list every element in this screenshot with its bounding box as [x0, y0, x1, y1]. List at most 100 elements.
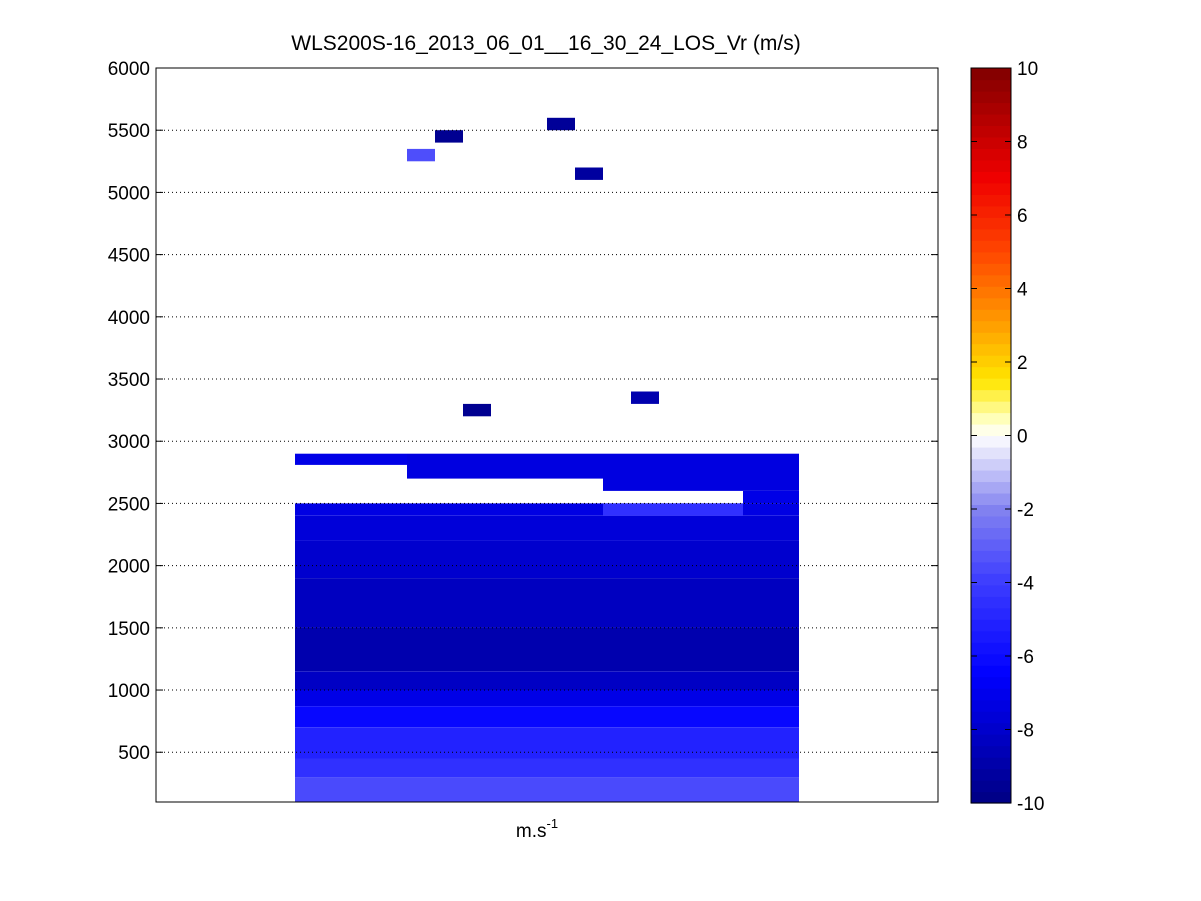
colorbar-swatch	[971, 722, 1011, 735]
heatmap-cell	[407, 148, 435, 162]
colorbar-swatch	[971, 688, 1011, 701]
y-tick-label: 3000	[108, 432, 150, 453]
colorbar-tick-label: 6	[1017, 206, 1028, 227]
heatmap-cell	[295, 540, 799, 578]
colorbar-swatch	[971, 469, 1011, 483]
colorbar-swatch	[971, 711, 1011, 724]
colorbar-swatch	[971, 699, 1011, 712]
heatmap-cell	[407, 453, 799, 479]
colorbar-swatch	[971, 596, 1011, 609]
colorbar-tick-label: 0	[1017, 427, 1028, 448]
colorbar-swatch	[971, 274, 1011, 287]
colorbar-swatch	[971, 332, 1011, 345]
x-axis-label: m.s-1	[516, 816, 558, 842]
colorbar-swatch	[971, 251, 1011, 264]
colorbar-tick-label: -2	[1017, 500, 1034, 521]
colorbar-swatch	[971, 642, 1011, 655]
heatmap-cell	[743, 491, 799, 504]
colorbar-swatch	[971, 366, 1011, 379]
y-tick-label: 4500	[108, 246, 150, 267]
colorbar-swatch	[971, 263, 1011, 276]
chart-title: WLS200S-16_2013_06_01__16_30_24_LOS_Vr (…	[291, 32, 800, 55]
colorbar-tick-label: 4	[1017, 280, 1028, 301]
colorbar-swatch	[971, 734, 1011, 747]
colorbar-tick-label: -6	[1017, 647, 1034, 668]
y-tick-label: 5000	[108, 183, 150, 204]
heatmap-cell	[603, 503, 743, 516]
colorbar-swatch	[971, 527, 1011, 540]
x-axis-label-exponent: -1	[547, 816, 559, 831]
colorbar-swatch	[971, 768, 1011, 781]
heatmap-cell	[631, 391, 659, 404]
colorbar-swatch	[971, 780, 1011, 793]
y-tick-label: 500	[118, 743, 150, 764]
colorbar-tick-label: 2	[1017, 353, 1028, 374]
colorbar-swatch	[971, 113, 1011, 127]
colorbar-swatch	[971, 401, 1011, 414]
heatmap-cell	[295, 758, 799, 778]
colorbar-swatch	[971, 286, 1011, 299]
colorbar-swatch	[971, 538, 1011, 551]
colorbar-swatch	[971, 665, 1011, 678]
heatmap-cell	[435, 130, 463, 143]
heatmap-cell	[295, 671, 799, 691]
colorbar-swatch	[971, 68, 1011, 81]
colorbar-swatch	[971, 481, 1011, 494]
x-axis-label-base: m.s	[516, 821, 547, 842]
heatmap-cell	[295, 453, 407, 465]
colorbar-swatch	[971, 561, 1011, 574]
colorbar-tick-label: -8	[1017, 721, 1034, 742]
colorbar-swatch	[971, 297, 1011, 310]
colorbar-swatch	[971, 619, 1011, 632]
colorbar-swatch	[971, 791, 1011, 804]
colorbar-swatch	[971, 446, 1011, 460]
heatmap-cell	[295, 706, 799, 728]
colorbar-swatch	[971, 79, 1011, 92]
heatmap-cell	[295, 727, 799, 759]
colorbar-swatch	[971, 205, 1011, 218]
colorbar-swatch	[971, 573, 1011, 586]
colorbar-tick-label: 10	[1017, 59, 1038, 80]
colorbar-swatch	[971, 148, 1011, 161]
heatmap-cell	[295, 515, 799, 541]
plot-frame	[155, 67, 939, 803]
colorbar-swatch	[971, 240, 1011, 253]
colorbar-swatch	[971, 630, 1011, 643]
colorbar-swatch	[971, 343, 1011, 356]
y-tick-label: 2000	[108, 557, 150, 578]
heatmap-cell	[295, 578, 799, 628]
y-tick-label: 6000	[108, 59, 150, 80]
colorbar-swatch	[971, 550, 1011, 563]
heatmap-cells	[295, 117, 799, 802]
colorbar-swatch	[971, 90, 1011, 104]
y-axis-ticks: 500 1000 1500 2000 2500 3000 3500 4000 4500 5000 5…	[108, 59, 938, 764]
colorbar-swatch	[971, 228, 1011, 241]
heatmap-cell	[295, 690, 799, 707]
colorbar-tick-label: 8	[1017, 133, 1028, 154]
colorbar-swatch	[971, 584, 1011, 597]
heatmap-cell	[547, 117, 575, 131]
colorbar-swatch	[971, 182, 1011, 195]
colorbar-swatch	[971, 355, 1011, 368]
colorbar-swatch	[971, 194, 1011, 207]
colorbar-tick-label: -10	[1017, 794, 1044, 815]
colorbar-swatch	[971, 412, 1011, 425]
y-tick-label: 1500	[108, 619, 150, 640]
colorbar-swatch	[971, 217, 1011, 230]
colorbar-swatch	[971, 607, 1011, 620]
colorbar-swatch	[971, 515, 1011, 528]
colorbar-swatch	[971, 676, 1011, 689]
y-tick-label: 1000	[108, 681, 150, 702]
colorbar-swatch	[971, 136, 1011, 149]
colorbar-swatch	[971, 125, 1011, 138]
colorbar	[971, 68, 1011, 804]
colorbar-swatch	[971, 320, 1011, 333]
colorbar-swatch	[971, 171, 1011, 184]
colorbar-swatch	[971, 653, 1011, 666]
heatmap-cell	[295, 777, 799, 802]
y-tick-label: 5500	[108, 121, 150, 142]
colorbar-swatch	[971, 757, 1011, 770]
colorbar-swatch	[971, 458, 1011, 471]
colorbar-swatch	[971, 159, 1011, 172]
